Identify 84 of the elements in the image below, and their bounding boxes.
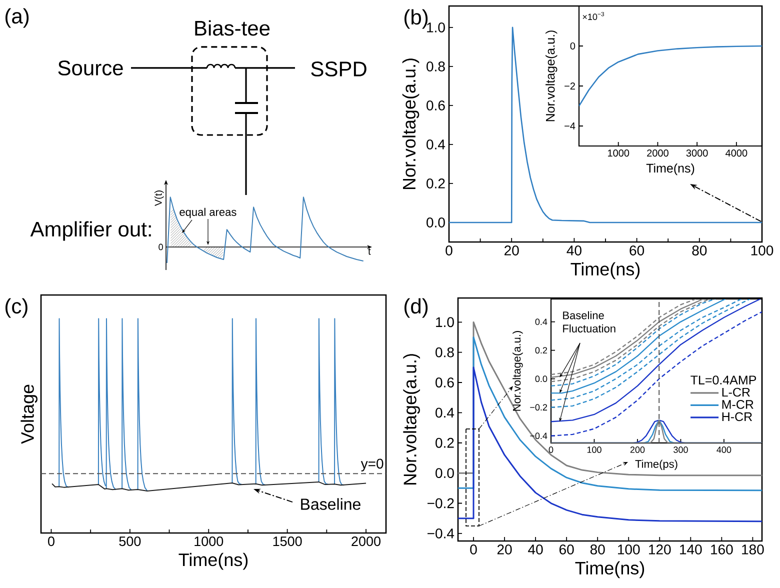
annotation: ×10$^{−3}$	[582, 12, 604, 20]
x-tick-label: 1500	[273, 536, 302, 546]
text: Bias-tee	[195, 20, 270, 36]
y-tick-label: 0.4	[436, 408, 454, 418]
x-tick-label: 60	[630, 246, 644, 256]
x-axis-title: Time(ns)	[646, 163, 694, 176]
y-axis-title: Nor.voltage(a.u.)	[403, 354, 420, 485]
y-tick-label: 0.0	[426, 218, 445, 228]
y-tick-label: 0.8	[426, 61, 445, 72]
y-tick-label: 0.0	[436, 468, 454, 478]
legend-label: H-CR	[722, 412, 752, 422]
y-axis-title: Nor.voltage(a.u.)	[512, 331, 523, 411]
line-series	[579, 45, 762, 107]
ref-line-label: y=0	[360, 458, 384, 472]
x-tick-label: 100	[751, 246, 774, 256]
x-tick-label: 80	[692, 246, 707, 256]
x-tick-label: 100	[618, 544, 640, 554]
y-tick-label: −0.2	[428, 498, 454, 508]
y-tick-label: 0.6	[436, 378, 454, 388]
y-tick-label: −0.4	[530, 432, 548, 440]
x-tick-label: 300	[674, 446, 688, 453]
x-tick-label: 40	[566, 246, 582, 256]
x-tick-label: 140	[680, 544, 702, 554]
x-axis-title: Time(ps)	[635, 460, 678, 470]
y-tick-label: 0.6	[426, 100, 445, 110]
legend-label: M-CR	[722, 400, 754, 409]
x-tick-label: 0	[48, 536, 54, 546]
text: SSPD	[311, 62, 366, 76]
x-tick-label: 120	[649, 544, 671, 554]
x-tick-label: 1000	[194, 536, 224, 546]
x-tick-label: 4000	[726, 150, 748, 157]
x-tick-label: 0	[470, 544, 477, 554]
x-tick-label: 2000	[352, 536, 380, 546]
chart-title: (b)	[404, 9, 428, 29]
x-tick-label: 80	[590, 544, 605, 554]
y-tick-label: −4	[564, 122, 576, 130]
y-tick-label: 0.2	[535, 347, 548, 354]
y-tick-label: 0.8	[436, 347, 454, 358]
x-tick-label: 500	[119, 536, 141, 546]
x-tick-label: 20	[504, 246, 519, 256]
y-axis-title: Nor.voltage(a.u.)	[546, 30, 558, 122]
x-tick-label: 200	[630, 446, 645, 453]
y-tick-label: 1.0	[427, 22, 445, 32]
x-tick-label: 40	[528, 544, 543, 554]
y-axis-title: Nor.voltage(a.u.)	[402, 58, 420, 190]
text: (a)	[6, 8, 29, 28]
legend-title: TL=0.4AMP	[690, 376, 756, 384]
x-tick-label: 2000	[647, 150, 668, 157]
x-tick-label: 1000	[608, 150, 630, 157]
y-tick-label: 0.2	[426, 178, 445, 188]
text: Amplifier out:	[30, 221, 151, 241]
y-tick-label: 0.2	[436, 438, 454, 448]
line-series	[551, 298, 761, 422]
x-tick-label: 400	[716, 446, 732, 453]
x-tick-label: 100	[587, 446, 602, 453]
y-tick-label: 1.0	[436, 317, 454, 328]
x-tick-label: 180	[742, 544, 764, 554]
y-tick-label: 0.4	[535, 318, 548, 325]
line-series	[449, 26, 762, 224]
x-axis-title: Time(ns)	[575, 561, 644, 578]
y-tick-label: −0.2	[530, 404, 548, 411]
chart-title: (d)	[404, 298, 428, 318]
text: Source	[58, 60, 123, 76]
x-axis-title: Time(ns)	[570, 262, 640, 280]
annotation: Baseline Fluctuation	[563, 311, 616, 332]
y-tick-label: −2	[564, 82, 575, 90]
x-tick-label: 60	[559, 544, 574, 554]
x-axis-title: Time(ns)	[178, 552, 248, 570]
y-tick-label: −0.4	[428, 528, 454, 538]
x-axis-title: t	[368, 248, 371, 255]
y-axis-title: Voltage	[20, 384, 38, 444]
x-tick-label: 160	[711, 544, 733, 554]
y-tick-label: 0	[570, 42, 576, 50]
x-tick-label: 20	[497, 544, 512, 554]
chart-title: (c)	[6, 298, 28, 318]
annotation: Baseline	[301, 498, 360, 510]
annotation: equal areas	[180, 208, 236, 218]
y-tick-label: 0.4	[426, 140, 446, 150]
y-tick-label: 0.0	[535, 376, 548, 382]
x-tick-label: 3000	[686, 150, 708, 157]
line-series	[551, 311, 762, 436]
legend-label: L-CR	[722, 388, 750, 397]
y-axis-title: V(t)	[154, 190, 164, 206]
x-tick-label: 0	[548, 446, 554, 453]
